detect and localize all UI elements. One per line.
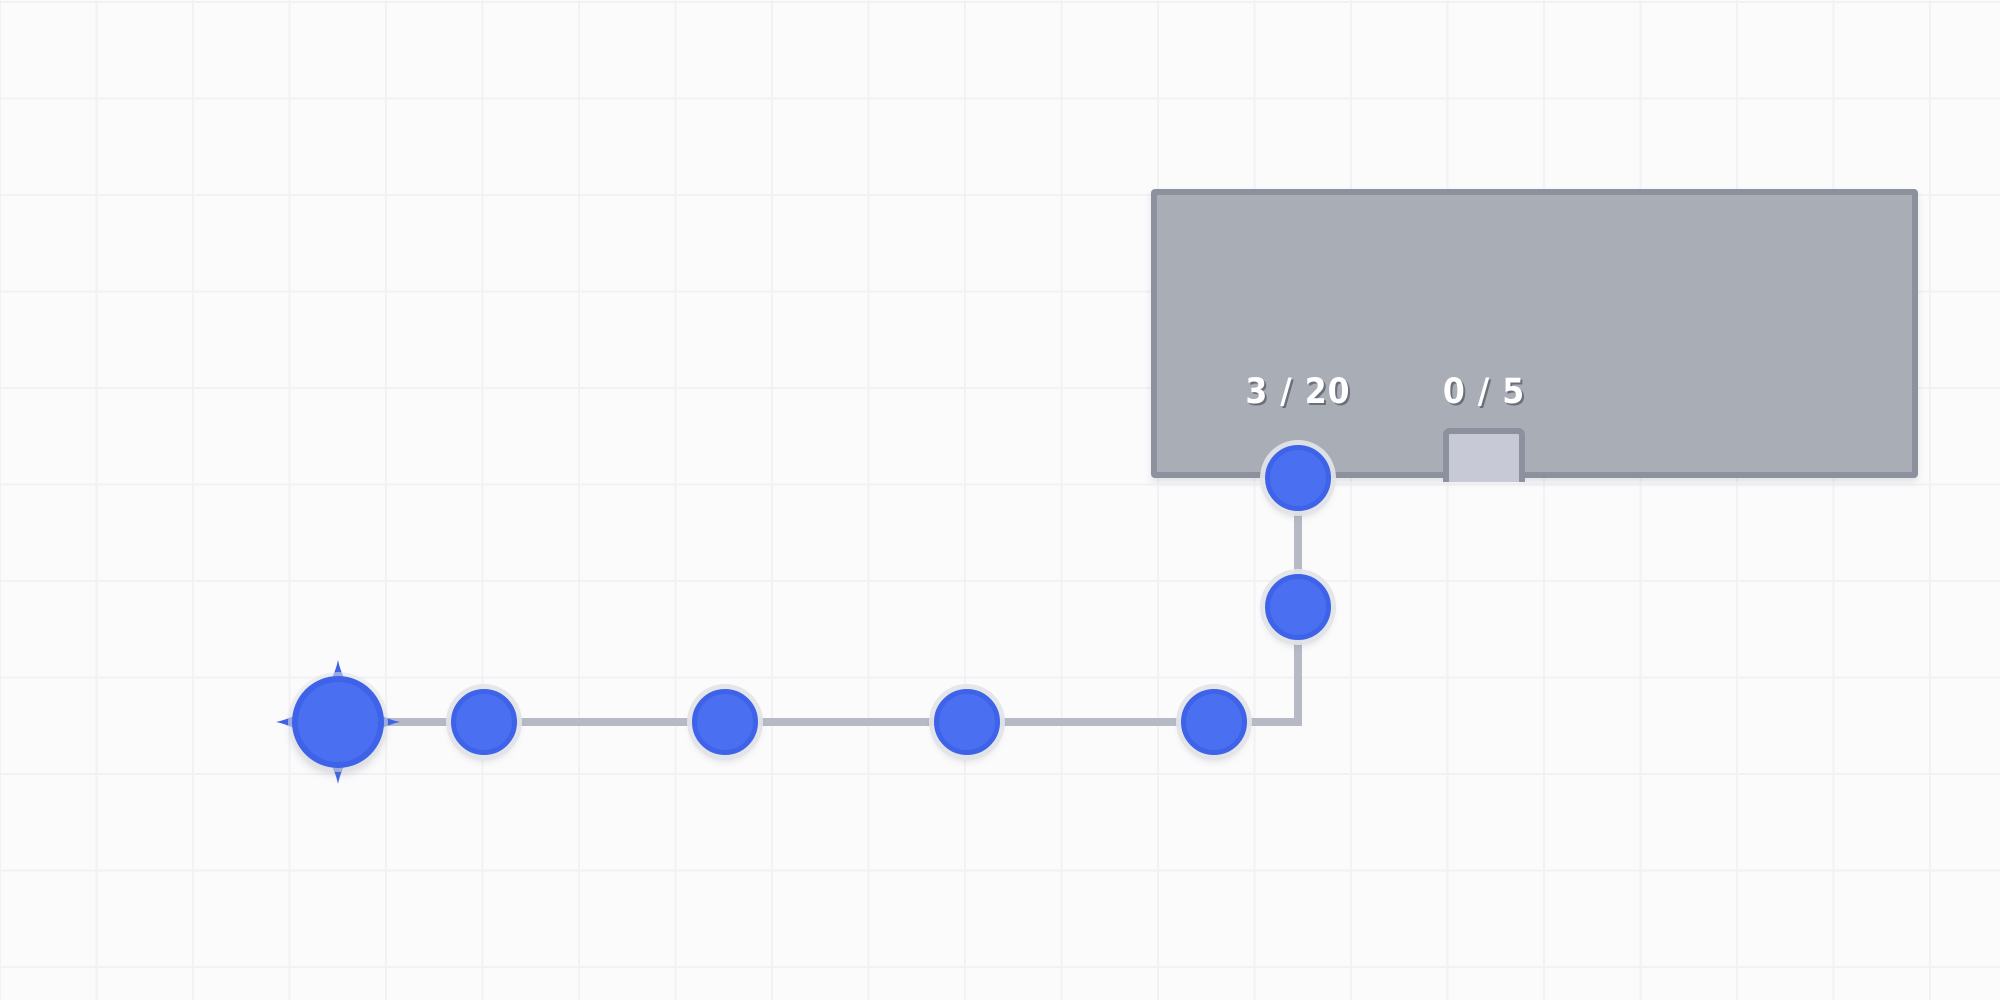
tower-slot-empty-label: 0 / 5 [1442, 372, 1526, 412]
node-unit-6[interactable] [1265, 445, 1331, 511]
tower-slot-empty[interactable] [1443, 428, 1525, 482]
node-unit-4[interactable] [1181, 689, 1247, 755]
node-unit-1[interactable] [451, 689, 517, 755]
node-unit-3[interactable] [934, 689, 1000, 755]
build-panel[interactable] [1151, 189, 1918, 478]
tower-slot-occupied-label: 3 / 20 [1245, 372, 1351, 412]
route-path [338, 478, 1302, 726]
node-unit-2[interactable] [692, 689, 758, 755]
node-start[interactable] [292, 676, 384, 768]
node-unit-5[interactable] [1265, 574, 1331, 640]
